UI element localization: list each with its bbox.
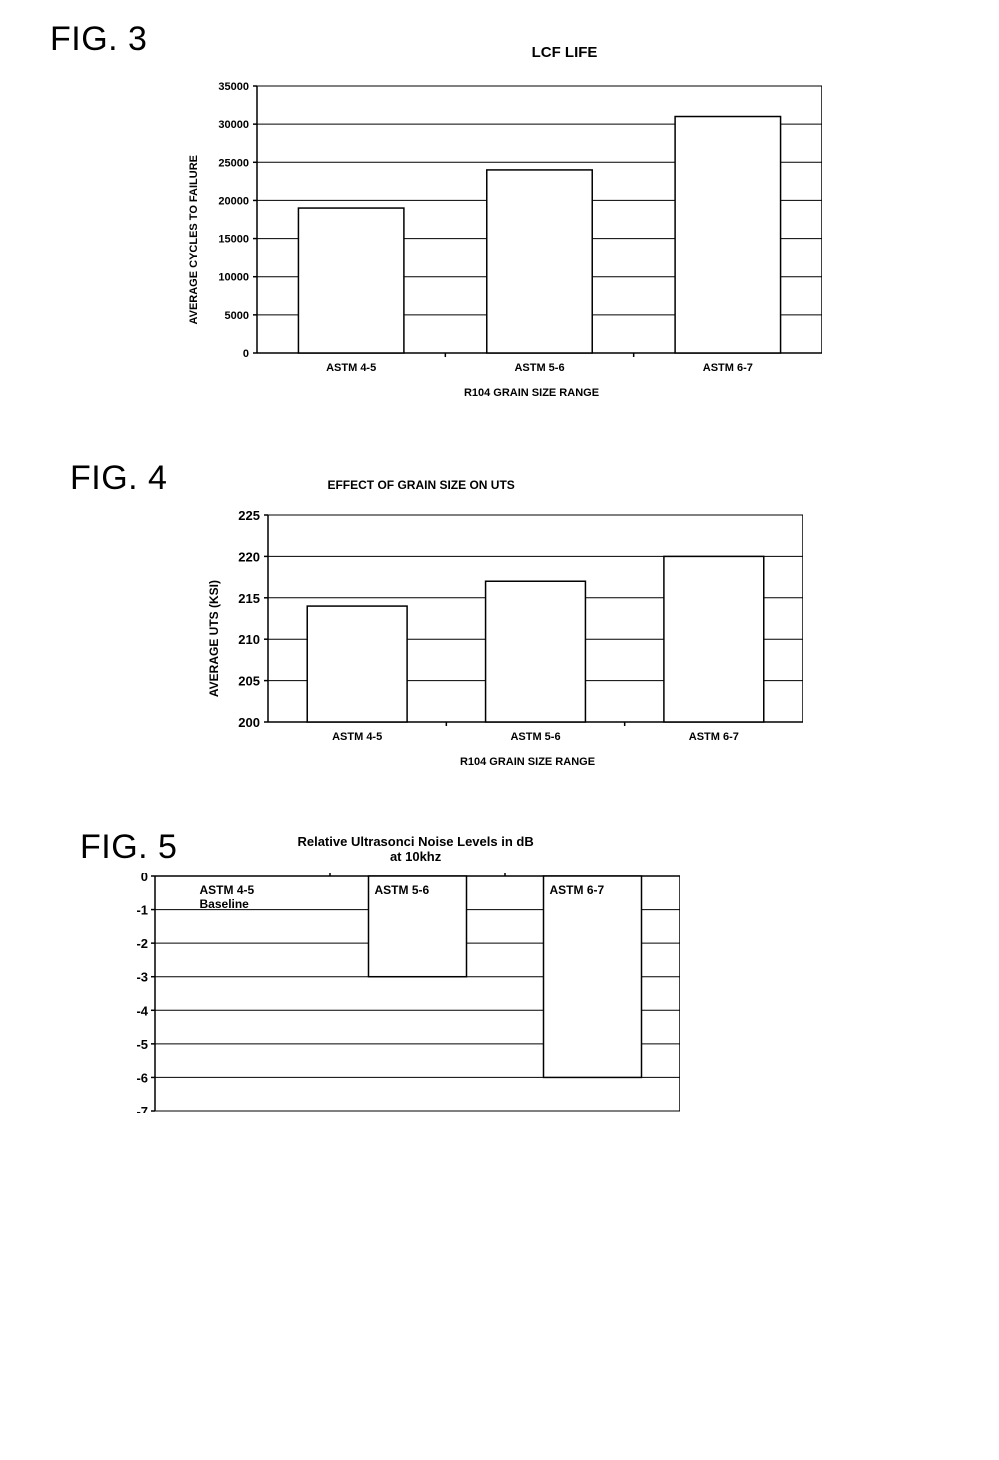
svg-text:-6: -6 (136, 1070, 148, 1085)
svg-text:20000: 20000 (218, 195, 249, 207)
svg-text:35000: 35000 (218, 81, 249, 93)
figure-5-plot-wrap: 0 -1 -2 -3 -4 -5 -6 -7 ASTM 4-5Baseline ASTM 5-6 A… (120, 873, 680, 1113)
svg-text:0: 0 (242, 348, 248, 360)
svg-text:-2: -2 (136, 936, 148, 951)
svg-text:-1: -1 (136, 903, 148, 918)
figure-4-xlabel: R104 GRAIN SIZE RANGE (460, 756, 595, 768)
svg-text:25000: 25000 (218, 157, 249, 169)
svg-text:ASTM 6-7: ASTM 6-7 (550, 883, 605, 897)
figure-3-svg: 0 5000 10000 15000 20000 25000 30000 35000 ASTM … (202, 81, 822, 381)
svg-text:15000: 15000 (218, 234, 249, 246)
svg-text:-4: -4 (136, 1003, 148, 1018)
svg-text:-7: -7 (136, 1104, 148, 1113)
figure-4-plot-wrap: 200 205 210 215 220 225 ASTM 4-5 ASTM 5-6 ASTM 6… (223, 510, 803, 768)
figure-4-chart-row: AVERAGE UTS (KSI) 200 205 210 215 220 225 ASTM… (50, 510, 959, 768)
figure-3-xlabel: R104 GRAIN SIZE RANGE (464, 387, 599, 399)
svg-text:Baseline: Baseline (200, 897, 250, 911)
svg-text:0: 0 (141, 873, 148, 884)
svg-text:ASTM 5-6: ASTM 5-6 (375, 883, 430, 897)
figure-3-plot-wrap: 0 5000 10000 15000 20000 25000 30000 35000 ASTM … (202, 81, 822, 399)
svg-text:220: 220 (238, 549, 260, 564)
svg-text:ASTM 5-6: ASTM 5-6 (510, 731, 560, 743)
svg-text:ASTM 4-5: ASTM 4-5 (332, 731, 382, 743)
svg-text:30000: 30000 (218, 119, 249, 131)
svg-text:215: 215 (238, 591, 260, 606)
svg-text:ASTM 4-5: ASTM 4-5 (326, 362, 376, 374)
svg-text:210: 210 (238, 632, 260, 647)
svg-text:205: 205 (238, 674, 260, 689)
figure-5-label: FIG. 5 (80, 828, 177, 867)
svg-text:ASTM 6-7: ASTM 6-7 (688, 731, 738, 743)
svg-text:-5: -5 (136, 1037, 148, 1052)
figure-3-chart-row: AVERAGE CYCLES TO FAILURE 0 5000 10000 1500… (50, 81, 959, 399)
figure-3-title: LCF LIFE (170, 44, 959, 61)
figure-4-ylabel: AVERAGE UTS (KSI) (207, 580, 221, 697)
figure-5-title-line2: at 10khz (297, 849, 533, 864)
figure-3-block: FIG. 3 LCF LIFE AVERAGE CYCLES TO FAILUR… (50, 20, 959, 399)
svg-text:ASTM 5-6: ASTM 5-6 (514, 362, 564, 374)
svg-text:ASTM 4-5: ASTM 4-5 (200, 883, 255, 897)
figure-4-label: FIG. 4 (70, 459, 167, 498)
page: FIG. 3 LCF LIFE AVERAGE CYCLES TO FAILUR… (0, 0, 999, 1460)
svg-text:ASTM 6-7: ASTM 6-7 (702, 362, 752, 374)
figure-5-svg: 0 -1 -2 -3 -4 -5 -6 -7 ASTM 4-5Baseline ASTM 5-6 A… (120, 873, 680, 1113)
svg-text:200: 200 (238, 715, 260, 730)
figure-5-block: FIG. 5 Relative Ultrasonci Noise Levels … (50, 828, 959, 1113)
svg-text:-3: -3 (136, 970, 148, 985)
figure-4-title: EFFECT OF GRAIN SIZE ON UTS (327, 478, 514, 492)
figure-5-chart-row: 0 -1 -2 -3 -4 -5 -6 -7 ASTM 4-5Baseline ASTM 5-6 A… (120, 873, 959, 1113)
figure-5-title-line1: Relative Ultrasonci Noise Levels in dB (297, 834, 533, 849)
figure-4-svg: 200 205 210 215 220 225 ASTM 4-5 ASTM 5-6 ASTM 6… (223, 510, 803, 750)
svg-text:10000: 10000 (218, 272, 249, 284)
figure-4-block: FIG. 4 EFFECT OF GRAIN SIZE ON UTS AVERA… (50, 459, 959, 768)
svg-text:225: 225 (238, 510, 260, 523)
svg-text:5000: 5000 (224, 310, 248, 322)
figure-3-ylabel: AVERAGE CYCLES TO FAILURE (188, 155, 200, 325)
